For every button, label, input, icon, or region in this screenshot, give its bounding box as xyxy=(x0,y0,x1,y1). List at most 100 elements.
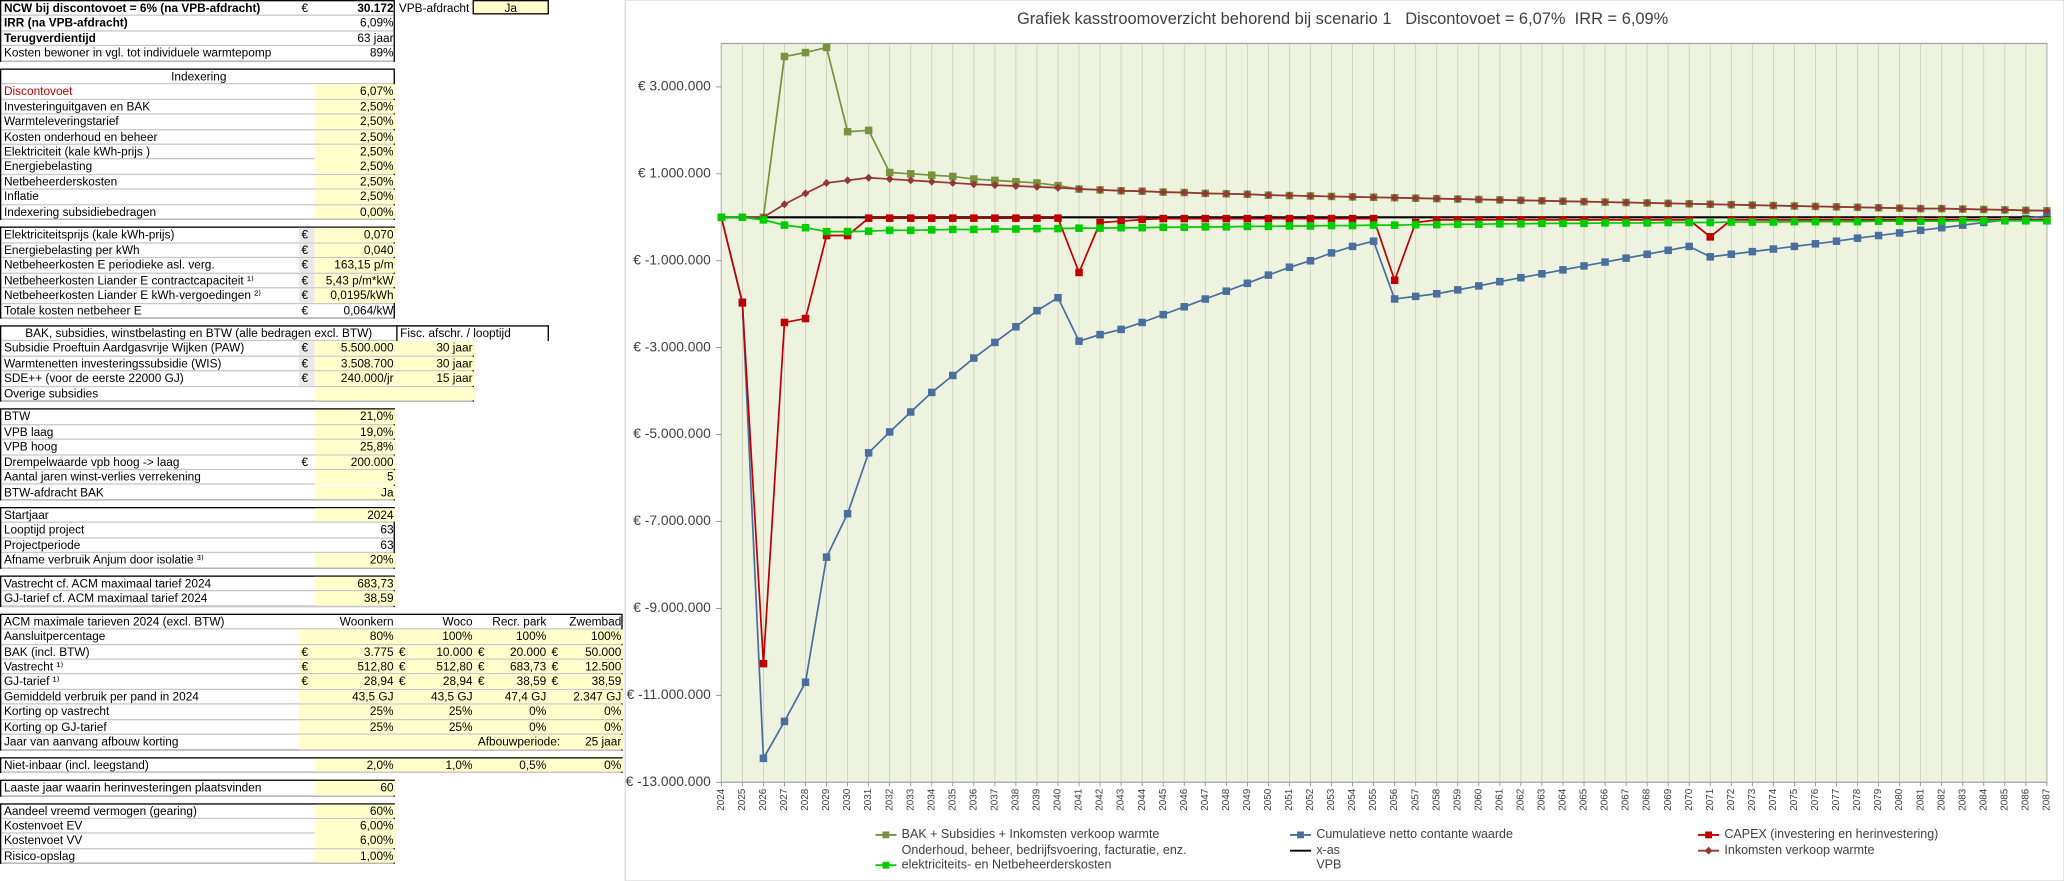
cell: VPB laag xyxy=(3,424,54,439)
point xyxy=(801,48,810,57)
cell: Korting op vastrecht xyxy=(3,704,110,719)
point xyxy=(1180,188,1189,197)
point xyxy=(949,371,957,380)
point xyxy=(1432,290,1441,298)
point xyxy=(1790,202,1799,210)
cell: 6,09% xyxy=(359,16,394,30)
point xyxy=(1916,226,1925,235)
cell: 2,50% xyxy=(359,114,394,128)
sheet-row: Netbeheerkosten Liander E contractcapaci… xyxy=(1,273,397,289)
cell: Elektriciteit (kale kWh-prijs ) xyxy=(3,144,151,159)
point xyxy=(1369,214,1378,223)
point xyxy=(780,318,789,327)
cell-fill xyxy=(298,735,397,749)
point xyxy=(1685,242,1693,251)
cell: Woonkern xyxy=(339,614,394,628)
cell: Energiebelasting xyxy=(3,159,93,174)
sheet-row: Energiebelasting 2,50% xyxy=(1,159,397,176)
legend-label: x-as xyxy=(1316,843,1340,857)
x-tick-label: 2030 xyxy=(842,788,853,810)
x-tick-label: 2049 xyxy=(1242,788,1253,810)
cell-fill xyxy=(314,576,397,591)
point xyxy=(1601,219,1609,227)
cell-fill xyxy=(475,735,549,749)
point xyxy=(1495,195,1504,204)
point xyxy=(1790,217,1799,226)
point xyxy=(1285,214,1294,223)
cell-fill xyxy=(314,591,397,606)
cell: 28,94 xyxy=(363,674,394,688)
cell: Kostenvoet EV xyxy=(3,819,83,833)
cell: 3.775 xyxy=(363,644,394,658)
point xyxy=(927,177,936,186)
point xyxy=(928,226,936,234)
point xyxy=(801,223,810,232)
point xyxy=(1454,286,1462,294)
x-tick-label: 2031 xyxy=(863,789,874,811)
cell: 43,5 GJ xyxy=(352,689,394,704)
x-tick-label: 2062 xyxy=(1515,789,1526,811)
legend-label: BAK + Subsidies + Inkomsten verkoop warm… xyxy=(902,827,1160,841)
x-tick-label: 2056 xyxy=(1389,788,1400,810)
point xyxy=(885,175,894,183)
cell: € xyxy=(301,455,309,469)
cell-fill xyxy=(314,129,397,144)
cell-fill xyxy=(298,644,397,659)
cell: 50.000 xyxy=(585,644,622,658)
x-tick-label: 2058 xyxy=(1431,788,1442,810)
x-tick-label: 2087 xyxy=(2042,789,2053,811)
x-tick-label: 2066 xyxy=(1600,788,1611,810)
x-tick-label: 2079 xyxy=(1873,788,1884,810)
point xyxy=(2043,217,2051,225)
spreadsheet: NCW bij discontovoet = 6% (na VPB-afdrac… xyxy=(0,0,625,881)
cell-fill xyxy=(548,629,624,644)
point xyxy=(1748,218,1757,226)
x-tick-label: 2064 xyxy=(1558,788,1569,810)
cell: 30 jaar xyxy=(436,341,473,355)
cell-fill xyxy=(475,674,549,689)
cell: Discontovoet xyxy=(3,84,73,98)
point xyxy=(1243,214,1252,223)
cell-fill xyxy=(314,228,397,243)
cell-fill xyxy=(314,455,397,469)
legend-marker xyxy=(1704,846,1713,855)
cell-fill xyxy=(314,159,397,174)
cell-fill xyxy=(314,341,397,356)
x-tick-label: 2078 xyxy=(1852,788,1863,810)
x-tick-label: 2029 xyxy=(821,788,832,810)
cell: Fisc. afschr. / looptijd xyxy=(396,325,549,342)
sheet-row: IRR (na VPB-afdracht) 6,09% xyxy=(1,16,394,32)
point xyxy=(2021,206,2030,215)
cell-fill xyxy=(298,341,315,356)
x-tick-label: 2074 xyxy=(1768,788,1779,810)
cell-fill xyxy=(298,228,315,243)
x-tick-label: 2050 xyxy=(1263,788,1274,810)
point xyxy=(1033,224,1041,233)
sheet-row: SDE++ (voor de eerste 22000 GJ) €240.000/… xyxy=(1,371,476,387)
point xyxy=(885,226,894,235)
x-tick-label: 2027 xyxy=(779,789,790,811)
cell-fill xyxy=(314,205,397,220)
cell-fill xyxy=(396,720,476,734)
point xyxy=(1622,198,1631,207)
point xyxy=(1285,222,1294,230)
point xyxy=(864,227,873,235)
cell-fill xyxy=(548,659,624,674)
cell: SDE++ (voor de eerste 22000 GJ) xyxy=(3,371,184,385)
point xyxy=(1117,223,1125,232)
y-tick-label: € 3.000.000 xyxy=(638,78,711,94)
cell: Gemiddeld verbruik per pand in 2024 xyxy=(3,689,199,704)
cell-fill xyxy=(298,629,397,644)
x-tick-label: 2045 xyxy=(1158,788,1169,810)
cell: 30.172 xyxy=(357,1,394,15)
x-tick-label: 2075 xyxy=(1789,788,1800,810)
legend-label: Cumulatieve netto contante waarde xyxy=(1316,827,1513,841)
cell: 100% xyxy=(590,629,622,643)
point xyxy=(1264,214,1273,223)
point xyxy=(1475,220,1483,228)
x-tick-label: 2065 xyxy=(1579,788,1590,810)
legend-marker xyxy=(882,861,890,869)
cell: BAK (incl. BTW) xyxy=(3,644,90,658)
point xyxy=(949,172,957,181)
